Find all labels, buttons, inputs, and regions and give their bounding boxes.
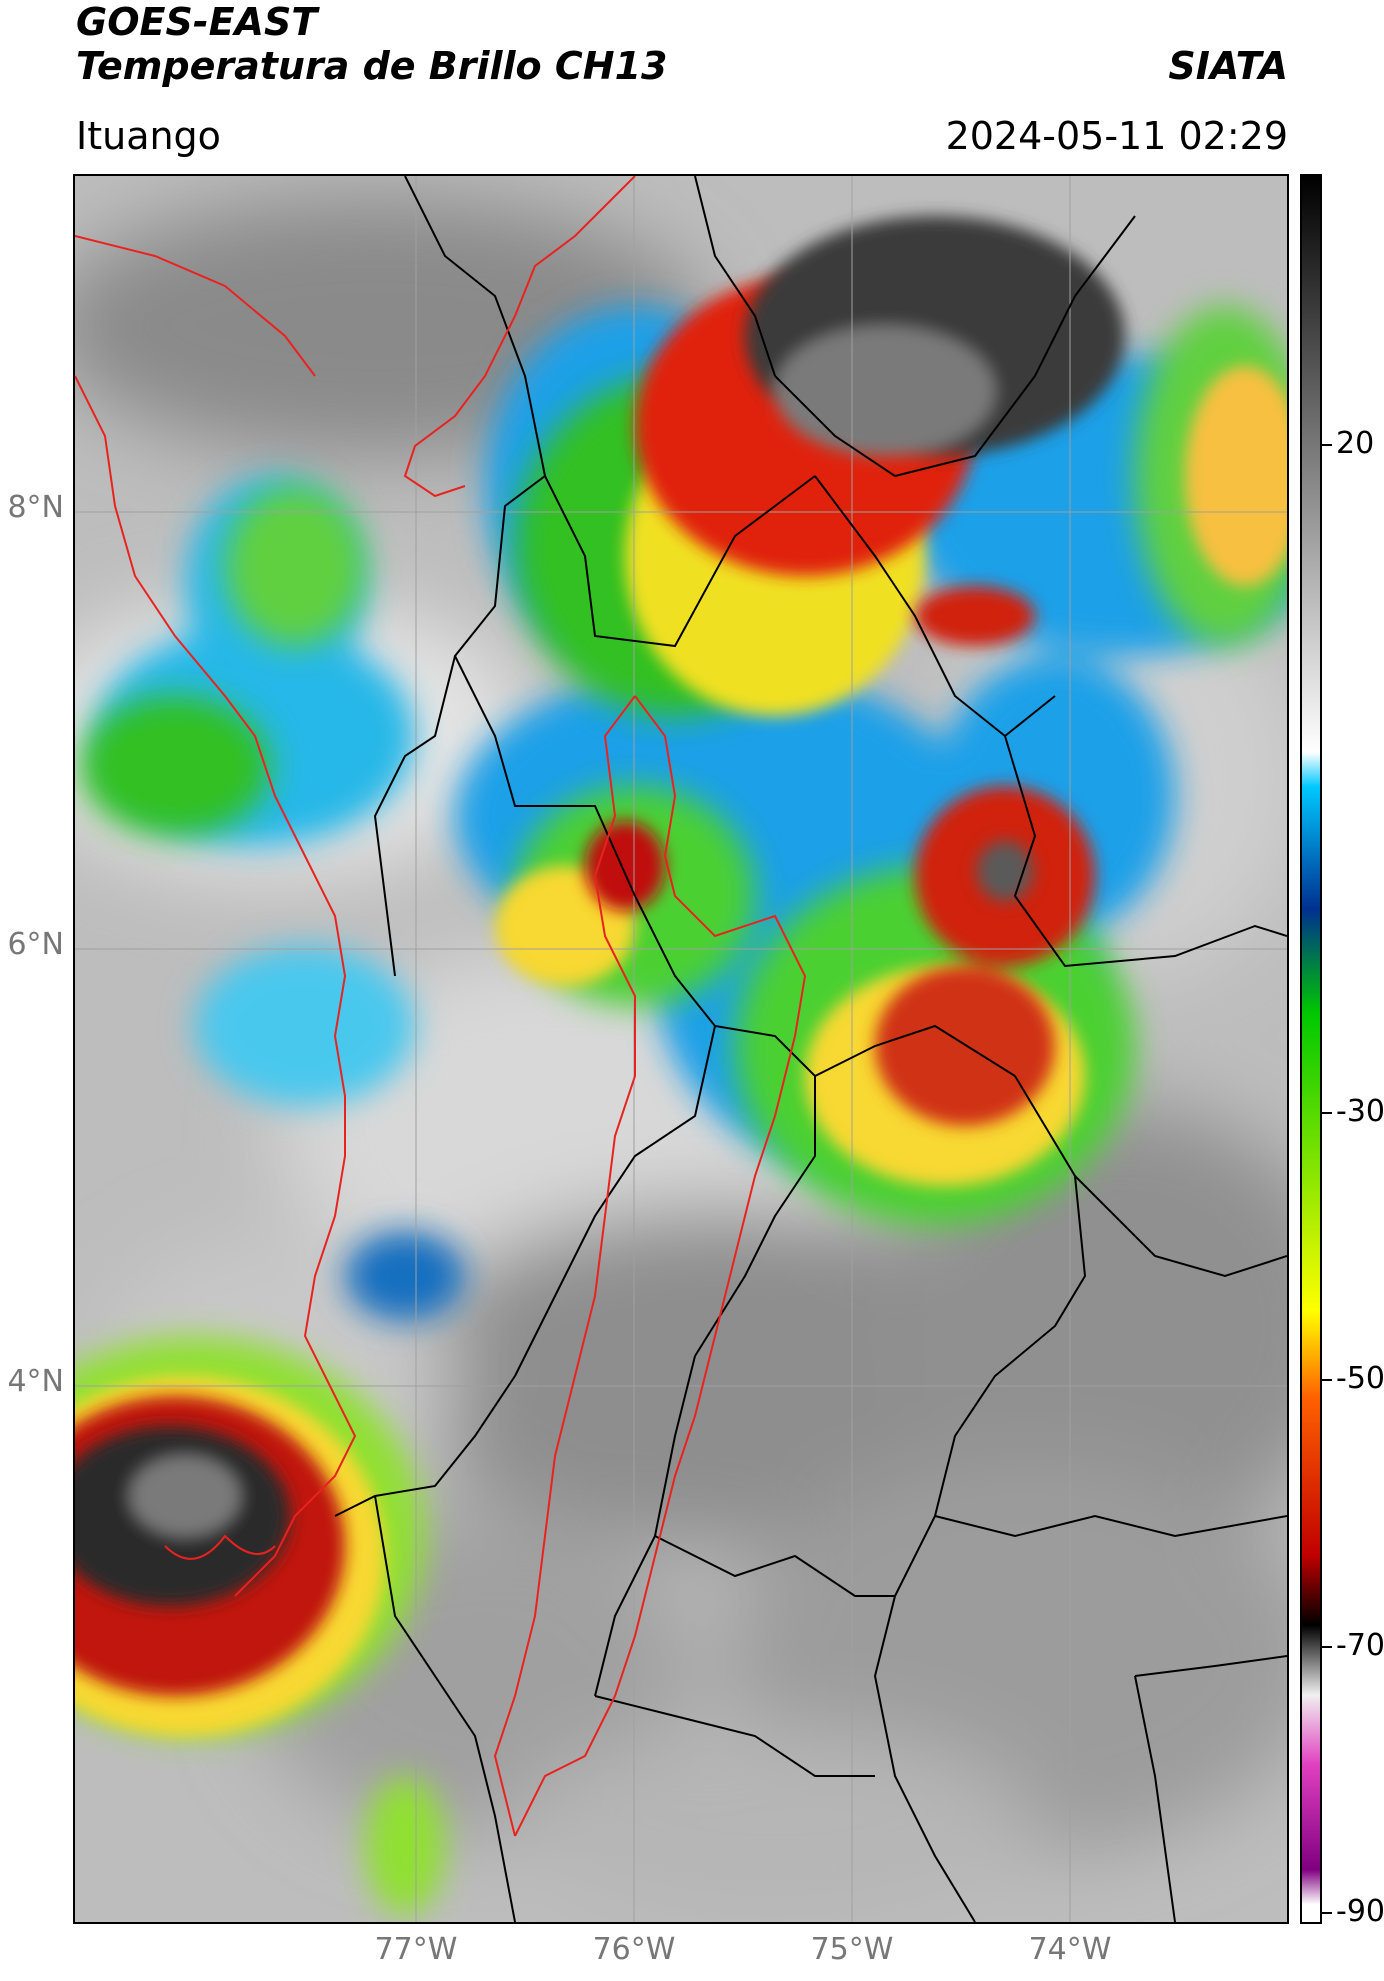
lon-label-77w: 77°W: [374, 1932, 458, 1967]
lon-label-76w: 76°W: [592, 1932, 676, 1967]
colorbar-label-minus70: -70: [1336, 1628, 1384, 1663]
colorbar-label-minus30: -30: [1336, 1094, 1384, 1129]
agency-label: SIATA: [1168, 44, 1288, 88]
title-satellite: GOES-EAST: [76, 0, 318, 44]
cold-cloud-layer-core: [75, 216, 1125, 1606]
colorbar-tick-minus30: [1322, 1112, 1332, 1114]
colorbar-label-minus50: -50: [1336, 1361, 1384, 1396]
temperature-colorbar: [1300, 174, 1322, 1924]
colorbar-tick-minus70: [1322, 1646, 1332, 1648]
regional-borders: [334, 176, 1287, 1922]
national-borders: [75, 176, 807, 1837]
colorbar-tick-minus50: [1322, 1379, 1332, 1381]
satellite-map[interactable]: [73, 174, 1289, 1924]
lat-label-4n: 4°N: [7, 1364, 64, 1399]
colorbar-tick-minus90: [1322, 1912, 1332, 1914]
lon-label-75w: 75°W: [810, 1932, 894, 1967]
lon-label-74w: 74°W: [1028, 1932, 1112, 1967]
colorbar-label-minus90: -90: [1336, 1894, 1384, 1929]
colorbar-tick-20: [1322, 444, 1332, 446]
location-label: Ituango: [76, 114, 221, 158]
lat-label-6n: 6°N: [7, 927, 64, 962]
map-canvas: [75, 176, 1287, 1922]
lat-label-8n: 8°N: [7, 490, 64, 525]
title-product: Temperatura de Brillo CH13: [76, 44, 668, 88]
datetime-label: 2024-05-11 02:29: [945, 114, 1288, 158]
colorbar-label-20: 20: [1336, 426, 1375, 461]
